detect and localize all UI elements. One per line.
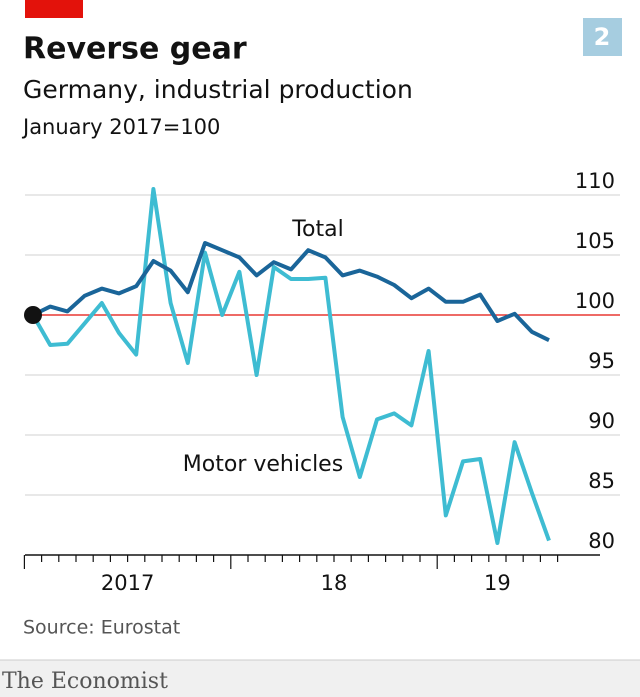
y-tick-label: 95 [588, 349, 615, 373]
series-line [31, 187, 551, 545]
brand-tag [25, 0, 83, 18]
y-tick-label: 85 [588, 469, 615, 493]
series-label: Motor vehicles [183, 452, 343, 477]
footer [0, 660, 640, 697]
chart-title: Reverse gear [23, 32, 247, 67]
source: Source: Eurostat [23, 617, 180, 639]
brand: The Economist [2, 669, 168, 694]
x-tick-label: 19 [484, 571, 511, 595]
y-tick-label: 105 [575, 229, 615, 253]
plot-area: 80 85 90 95 100 105 110 2017 18 19 Total Motor vehi… [23, 169, 620, 595]
x-tick-label: 2017 [101, 571, 154, 595]
series-label: Total [291, 217, 343, 242]
chart-number: 2 [594, 23, 611, 51]
series-line [32, 241, 550, 342]
y-tick-label: 110 [575, 169, 615, 193]
unit-label: January 2017=100 [21, 115, 220, 139]
x-tick-label: 18 [321, 571, 348, 595]
chart-number-badge [583, 18, 622, 56]
chart-subtitle: Germany, industrial production [23, 75, 413, 104]
y-tick-label: 80 [588, 529, 615, 553]
y-tick-label: 100 [575, 289, 615, 313]
base-dot [24, 306, 42, 324]
y-tick-label: 90 [588, 409, 615, 433]
